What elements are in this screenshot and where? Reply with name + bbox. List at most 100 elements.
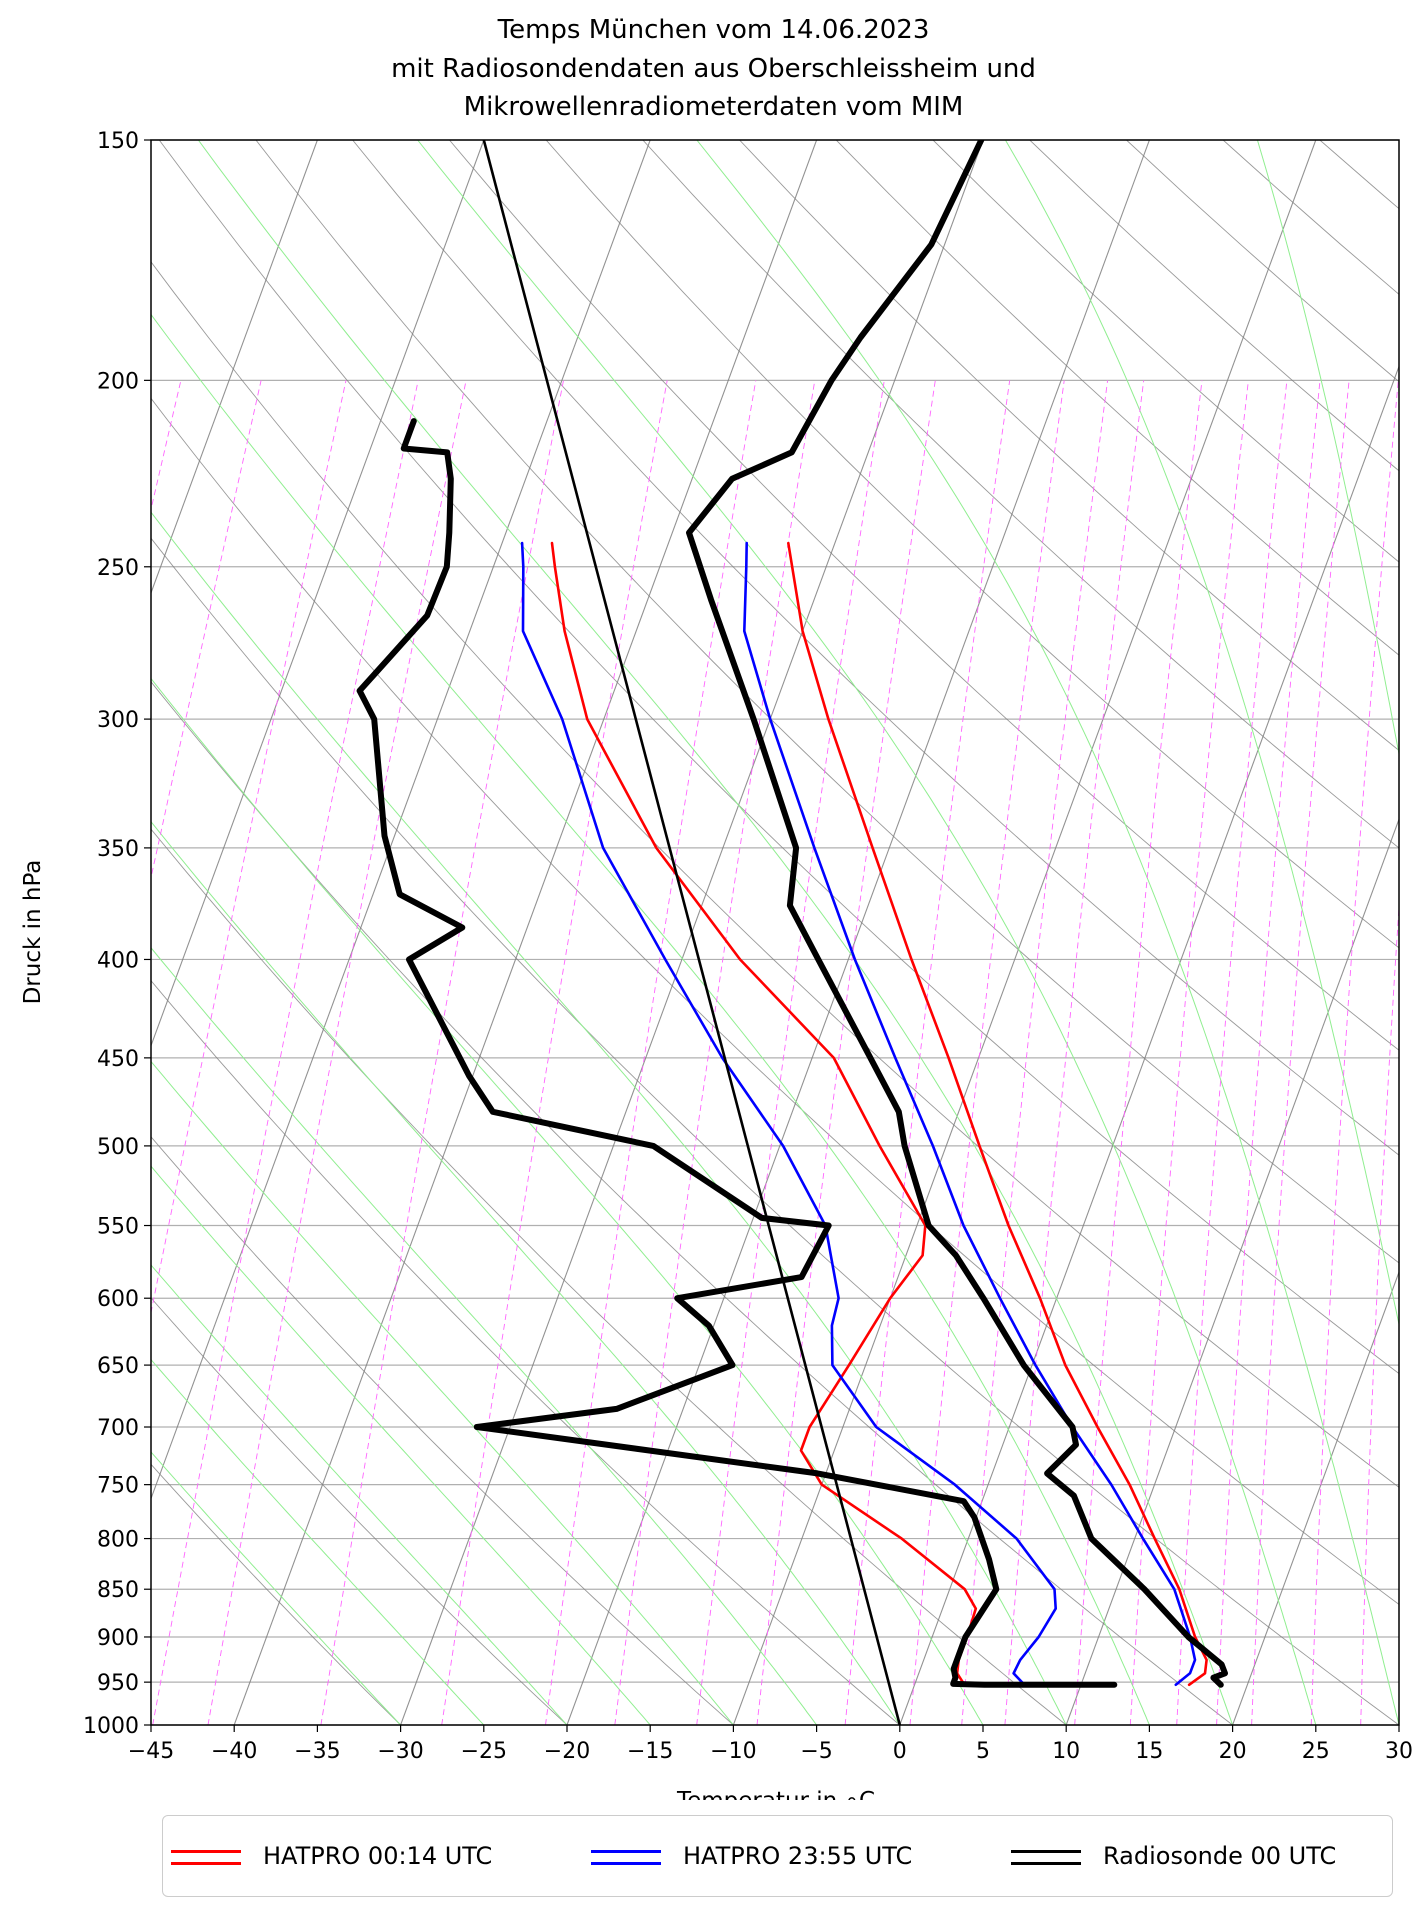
legend-swatch-blue (591, 1842, 661, 1870)
y-tick-label: 1000 (83, 1714, 139, 1739)
y-tick-label: 900 (97, 1626, 139, 1651)
moist-adiabat-line (151, 677, 984, 1725)
x-tick-label: 30 (1385, 1739, 1413, 1764)
isotherm-line (899, 364, 1399, 1725)
mixing-ratio-line (1251, 380, 1350, 1725)
data-series (356, 140, 1228, 1725)
x-axis-label: Temperatur in ∘C (676, 1788, 875, 1800)
x-tick-label: 20 (1219, 1739, 1247, 1764)
moist-adiabat-line (151, 1060, 734, 1725)
chart-title-line-3: Mikrowellenradiometerdaten vom MIM (463, 92, 964, 122)
dry-adiabat-line (151, 828, 1067, 1725)
x-tick-label: 0 (893, 1739, 907, 1764)
series-line-3 (520, 541, 1057, 1687)
x-tick-label: −15 (627, 1739, 673, 1764)
x-axis-ticks: −45 −40 −35 −30 −25 −20 −15 −10 −5 0 5 10 15 20 25 30 (128, 1725, 1413, 1764)
isotherm-line (151, 140, 485, 1048)
mixing-ratio-line (1310, 380, 1399, 1725)
horizontal-gridlines (151, 139, 1399, 1726)
series-line-5 (356, 418, 1118, 1688)
x-tick-label: −30 (377, 1739, 423, 1764)
plot-frame (150, 139, 1400, 1726)
mixing-ratio-line (151, 380, 182, 512)
chart-title-line-2: mit Radiosondendaten aus Oberschleisshei… (391, 54, 1036, 84)
dry-adiabat-line (352, 140, 1399, 1156)
dry-adiabat-line (151, 397, 1399, 1605)
moist-adiabat-line (151, 1264, 568, 1725)
dry-adiabat-line (1222, 140, 1399, 295)
isotherm-line (233, 140, 818, 1725)
x-tick-label: 5 (976, 1739, 990, 1764)
y-tick-label: 450 (97, 1047, 139, 1072)
series-line-0 (786, 541, 1208, 1687)
moist-adiabat-line (1256, 140, 1399, 757)
y-tick-label: 800 (97, 1528, 139, 1553)
mixing-ratio-line (696, 380, 885, 1725)
dry-adiabat-line (449, 140, 1399, 1051)
legend-item-hatpro-0014: HATPRO 00:14 UTC (171, 1816, 492, 1896)
y-tick-label: 200 (97, 369, 139, 394)
moist-adiabat-line (151, 946, 818, 1725)
mixing-ratio-line (844, 380, 1011, 1725)
isotherm-line (1232, 1270, 1399, 1725)
dry-adiabat-line (151, 261, 1399, 1488)
dry-adiabat-line (545, 140, 1399, 949)
skew-t-chart: 1502002503003504004505005506006507007508… (20, 129, 1427, 1800)
moist-adiabat-line (151, 313, 1150, 1725)
y-tick-label: 950 (97, 1671, 139, 1696)
mixing-ratio-line (1360, 899, 1399, 1725)
dry-adiabat-line (151, 1136, 734, 1725)
mixing-ratio-line (320, 380, 564, 1725)
y-tick-label: 600 (97, 1287, 139, 1312)
y-tick-label: 850 (97, 1578, 139, 1603)
isotherm-line (732, 140, 1317, 1725)
mixing-ratio-line (1216, 380, 1321, 1725)
y-tick-label: 300 (97, 708, 139, 733)
isotherm-line (151, 140, 651, 1501)
dry-adiabat-line (151, 979, 901, 1725)
moist-adiabat-line (417, 140, 1317, 1725)
mixing-ratio-line (151, 380, 347, 1315)
mixing-ratio-line (1176, 380, 1288, 1725)
parcel-line (482, 140, 902, 1725)
dry-adiabat-line (151, 681, 1233, 1725)
series-line-4 (686, 140, 1228, 1688)
x-tick-label: 10 (1052, 1739, 1080, 1764)
y-tick-label: 150 (97, 129, 139, 154)
legend-item-radiosonde: Radiosonde 00 UTC (1011, 1816, 1336, 1896)
mixing-ratio-line (1004, 380, 1145, 1725)
isotherm-line (1398, 1723, 1399, 1725)
isotherm-line (566, 140, 1150, 1725)
x-tick-label: −10 (710, 1739, 756, 1764)
mixing-ratio-line (545, 380, 757, 1725)
mixing-ratio-line (1403, 380, 1427, 1725)
x-tick-label: 15 (1135, 1739, 1163, 1764)
dry-adiabat-line (1126, 140, 1399, 383)
legend-label: Radiosonde 00 UTC (1103, 1842, 1337, 1870)
mixing-ratio-line (614, 380, 816, 1725)
moist-adiabat-line (151, 820, 901, 1725)
y-tick-label: 550 (97, 1215, 139, 1240)
mixing-ratio-line (207, 380, 467, 1725)
y-tick-label: 400 (97, 948, 139, 973)
x-tick-label: −5 (800, 1739, 832, 1764)
x-tick-label: −25 (461, 1739, 507, 1764)
dry-adiabat-line (1417, 140, 1427, 1725)
dry-adiabat-line (255, 140, 1399, 1264)
mixing-ratio-line (152, 380, 419, 1725)
chart-legend: HATPRO 00:14 UTC HATPRO 23:55 UTC Radios… (162, 1815, 1393, 1897)
isotherm-line (1065, 817, 1399, 1725)
dry-adiabat-line (151, 1463, 401, 1725)
y-tick-label: 500 (97, 1135, 139, 1160)
dry-adiabat-line (151, 537, 1399, 1725)
dry-adiabat-line (642, 140, 1399, 849)
y-tick-label: 250 (97, 556, 139, 581)
x-tick-label: −20 (544, 1739, 590, 1764)
x-tick-label: −45 (128, 1739, 174, 1764)
moist-adiabat-line (151, 1165, 651, 1725)
y-tick-label: 700 (97, 1416, 139, 1441)
chart-title-line-1: Temps München vom 14.06.2023 (497, 15, 930, 45)
x-tick-label: 25 (1302, 1739, 1330, 1764)
isotherm-line (151, 140, 318, 595)
moist-adiabat-line (151, 1358, 485, 1725)
